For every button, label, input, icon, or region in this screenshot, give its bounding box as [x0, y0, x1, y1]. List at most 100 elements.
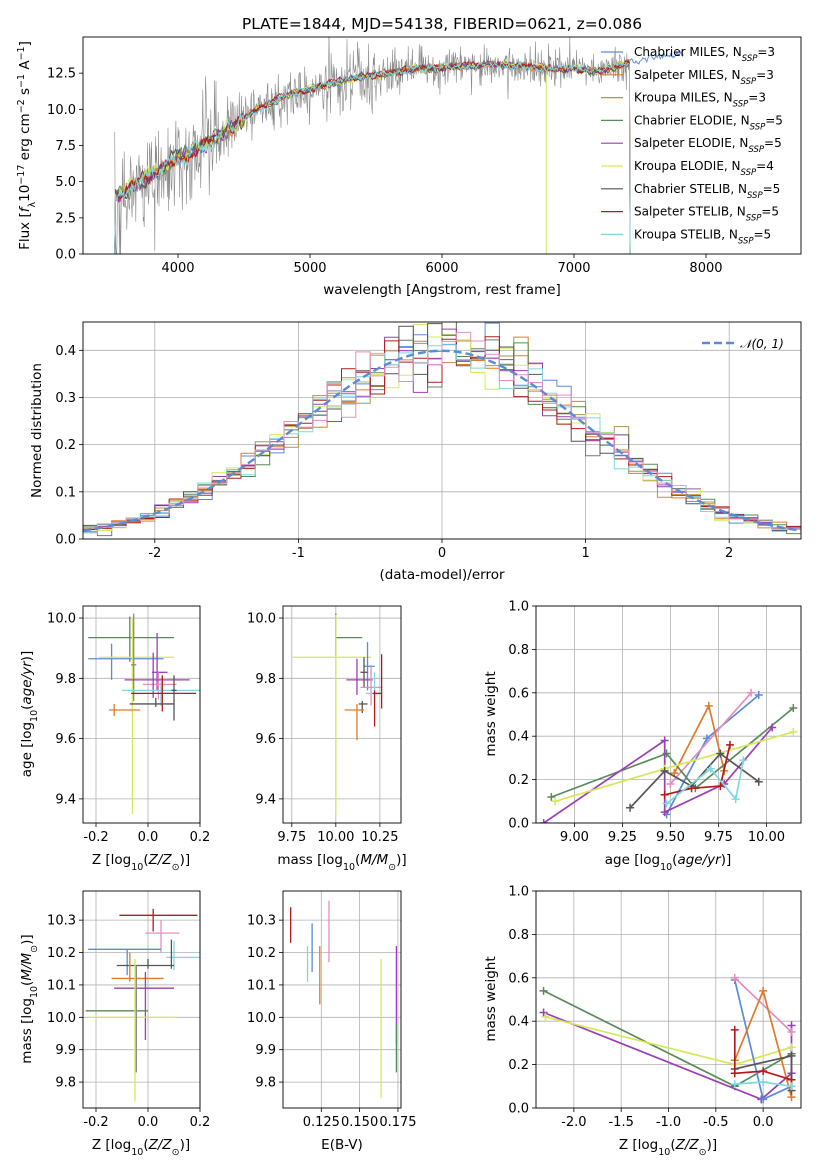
axes-frame	[535, 890, 802, 1109]
plot-area	[88, 613, 200, 814]
errorbar-point	[145, 920, 180, 953]
y-tick-label: 0.0	[508, 817, 529, 832]
x-tick-label: 0.150	[341, 1115, 378, 1130]
gaussian-curve	[83, 349, 801, 532]
series-line	[666, 759, 745, 805]
series-line	[734, 977, 793, 1033]
x-tick-label: 7000	[557, 261, 590, 276]
x-tick-label: 0.125	[303, 1115, 340, 1130]
y-tick-label: 0.4	[508, 730, 529, 745]
series-marker	[759, 1095, 768, 1104]
x-tick-label: 9.25	[608, 830, 637, 845]
axes-frame	[282, 605, 402, 824]
errorbar-point	[88, 948, 161, 976]
errorbar-point	[119, 908, 198, 932]
legend-entry: Chabrier MILES, NSSP=3	[634, 45, 775, 64]
y-axis-label: mass weight	[483, 671, 499, 756]
series-marker	[747, 688, 756, 697]
y-axis-label: Flux [fλ10−17 erg cm−2 s−1 A−1]	[16, 41, 38, 250]
series-marker	[759, 1077, 768, 1086]
axes-frame	[82, 605, 201, 824]
model-line	[114, 60, 631, 254]
series-marker	[666, 779, 675, 788]
x-tick-label: 6000	[425, 261, 458, 276]
errorbar-point	[346, 658, 373, 695]
series-marker	[731, 795, 740, 804]
series	[539, 1008, 796, 1104]
series-line	[554, 731, 794, 803]
axes-frame	[82, 321, 802, 540]
x-tick-label: 5000	[293, 261, 326, 276]
series-marker	[787, 1043, 796, 1052]
series-marker	[759, 1067, 768, 1076]
legend-entry: Salpeter MILES, NSSP=3	[634, 68, 774, 87]
x-tick-label: 0.0	[138, 830, 159, 845]
x-tick-label: 10.00	[317, 830, 354, 845]
y-tick-label: 1.0	[508, 885, 529, 900]
series-line	[733, 1029, 792, 1081]
series-marker	[730, 973, 739, 982]
series-marker	[541, 1012, 550, 1021]
y-tick-label: 10.0	[47, 1011, 76, 1026]
series-marker	[716, 749, 725, 758]
y-tick-label: 0.0	[55, 248, 76, 263]
y-tick-label: 9.8	[55, 1076, 76, 1091]
series-marker	[662, 799, 671, 808]
errorbar-point	[344, 703, 365, 741]
y-tick-label: 0.8	[508, 643, 529, 658]
series-line	[551, 707, 794, 798]
y-tick-label: 9.6	[255, 732, 276, 747]
series-marker	[739, 756, 748, 765]
x-tick-label: 0.2	[190, 1115, 211, 1130]
grid	[83, 606, 201, 823]
y-tick-label: 7.5	[55, 139, 76, 154]
y-tick-label: 10.3	[247, 914, 276, 929]
panel-mass_vs_ebv: 0.125 0.150 0.175 9.8 9.9 10.0 10.1 10.2 10.3	[247, 890, 417, 1130]
series-marker	[730, 1025, 739, 1034]
legend-entry: Salpeter STELIB, NSSP=5	[634, 205, 779, 224]
series-marker	[754, 690, 763, 699]
legend-entry: Kroupa STELIB, NSSP=5	[634, 227, 771, 246]
x-tick-label: 9.75	[704, 830, 733, 845]
legend: Chabrier MILES, NSSP=3 Salpeter MILES, NS…	[601, 45, 783, 246]
x-axis-label: Z [log10(Z/Z⊙)]	[92, 1137, 190, 1158]
series-marker	[730, 1069, 739, 1078]
legend-entry: Salpeter ELODIE, NSSP=5	[634, 136, 782, 155]
y-tick-label: 9.6	[55, 732, 76, 747]
x-axis-label: E(B-V)	[321, 1137, 363, 1153]
series-line	[669, 692, 752, 785]
panel-age_vs_mass: 9.75 10.00 10.25 9.4 9.6 9.8 10.0	[247, 605, 402, 845]
y-tick-label: 9.8	[255, 1076, 276, 1091]
series-marker	[730, 1080, 739, 1089]
series-marker	[660, 736, 669, 745]
axes-frame	[535, 605, 802, 824]
series-marker	[754, 777, 763, 786]
x-tick-label: 9.50	[656, 830, 685, 845]
x-tick-label: 0.0	[138, 1115, 159, 1130]
grid	[83, 891, 201, 1108]
plot-area	[539, 688, 798, 823]
series-marker	[660, 766, 669, 775]
series-marker	[551, 797, 560, 806]
x-tick-label: 8000	[689, 261, 722, 276]
errorbar-point	[88, 959, 177, 1102]
x-tick-label: 9.75	[277, 830, 306, 845]
errorbar-point	[109, 703, 141, 717]
series-marker	[539, 986, 548, 995]
grid	[536, 605, 801, 824]
y-tick-label: 0.0	[55, 533, 76, 548]
y-tick-label: 9.8	[55, 672, 76, 687]
grid	[283, 891, 401, 1108]
x-tick-label: -2	[148, 546, 161, 561]
series-marker	[789, 703, 798, 712]
x-tick-label: 9.00	[560, 830, 589, 845]
y-axis-label: Normed distribution	[29, 363, 45, 498]
x-tick-label: -0.2	[83, 1115, 108, 1130]
series-marker	[787, 1051, 796, 1060]
series-marker	[759, 986, 768, 995]
y-tick-label: 12.5	[47, 67, 76, 82]
y-tick-label: 0.2	[508, 773, 529, 788]
histogram-step	[83, 331, 801, 532]
x-tick-label: 0	[438, 546, 446, 561]
